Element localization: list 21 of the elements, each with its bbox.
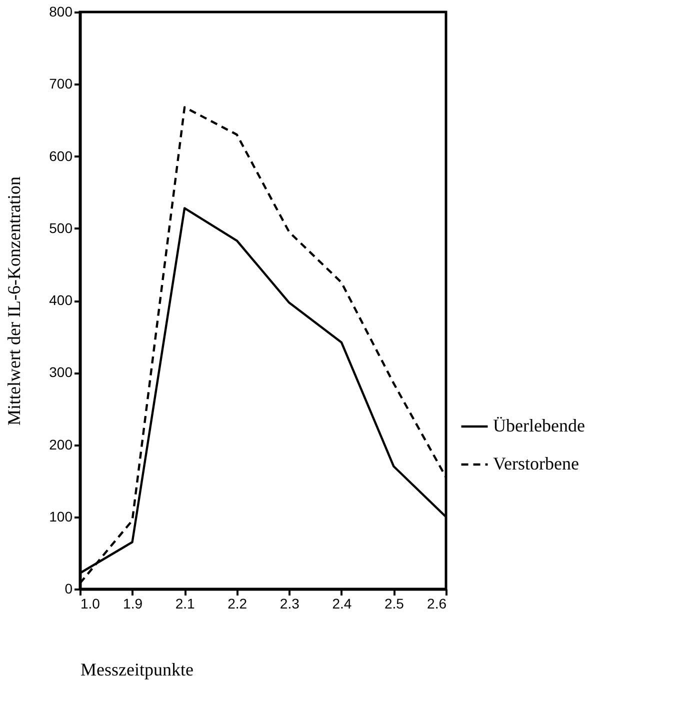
x-tick-label: 2.3 <box>280 596 300 612</box>
x-tick-label: 2.2 <box>228 596 248 612</box>
x-tick-label: 2.5 <box>384 596 404 612</box>
y-tick-label: 800 <box>49 4 73 20</box>
y-tick-label: 700 <box>49 76 73 92</box>
x-axis-title: Messzeitpunkte <box>80 660 194 680</box>
y-tick-label: 600 <box>49 148 73 164</box>
y-tick-label: 400 <box>49 292 73 308</box>
y-axis-title: Mittelwert der IL-6-Konzentration <box>4 176 24 426</box>
legend-label: Verstorbene <box>493 454 579 474</box>
y-tick-label: 300 <box>49 364 73 380</box>
x-tick-label: 2.1 <box>175 596 196 612</box>
x-tick-label: 1.0 <box>80 596 100 612</box>
x-tick-label: 2.4 <box>332 596 352 612</box>
y-tick-label: 100 <box>49 508 73 524</box>
legend-label: Überlebende <box>493 416 585 436</box>
x-tick-label: 2.6 <box>427 596 447 612</box>
x-tick-label: 1.9 <box>123 596 143 612</box>
y-tick-label: 0 <box>64 580 73 596</box>
y-tick-label: 500 <box>49 220 73 236</box>
y-tick-label: 200 <box>49 436 73 452</box>
